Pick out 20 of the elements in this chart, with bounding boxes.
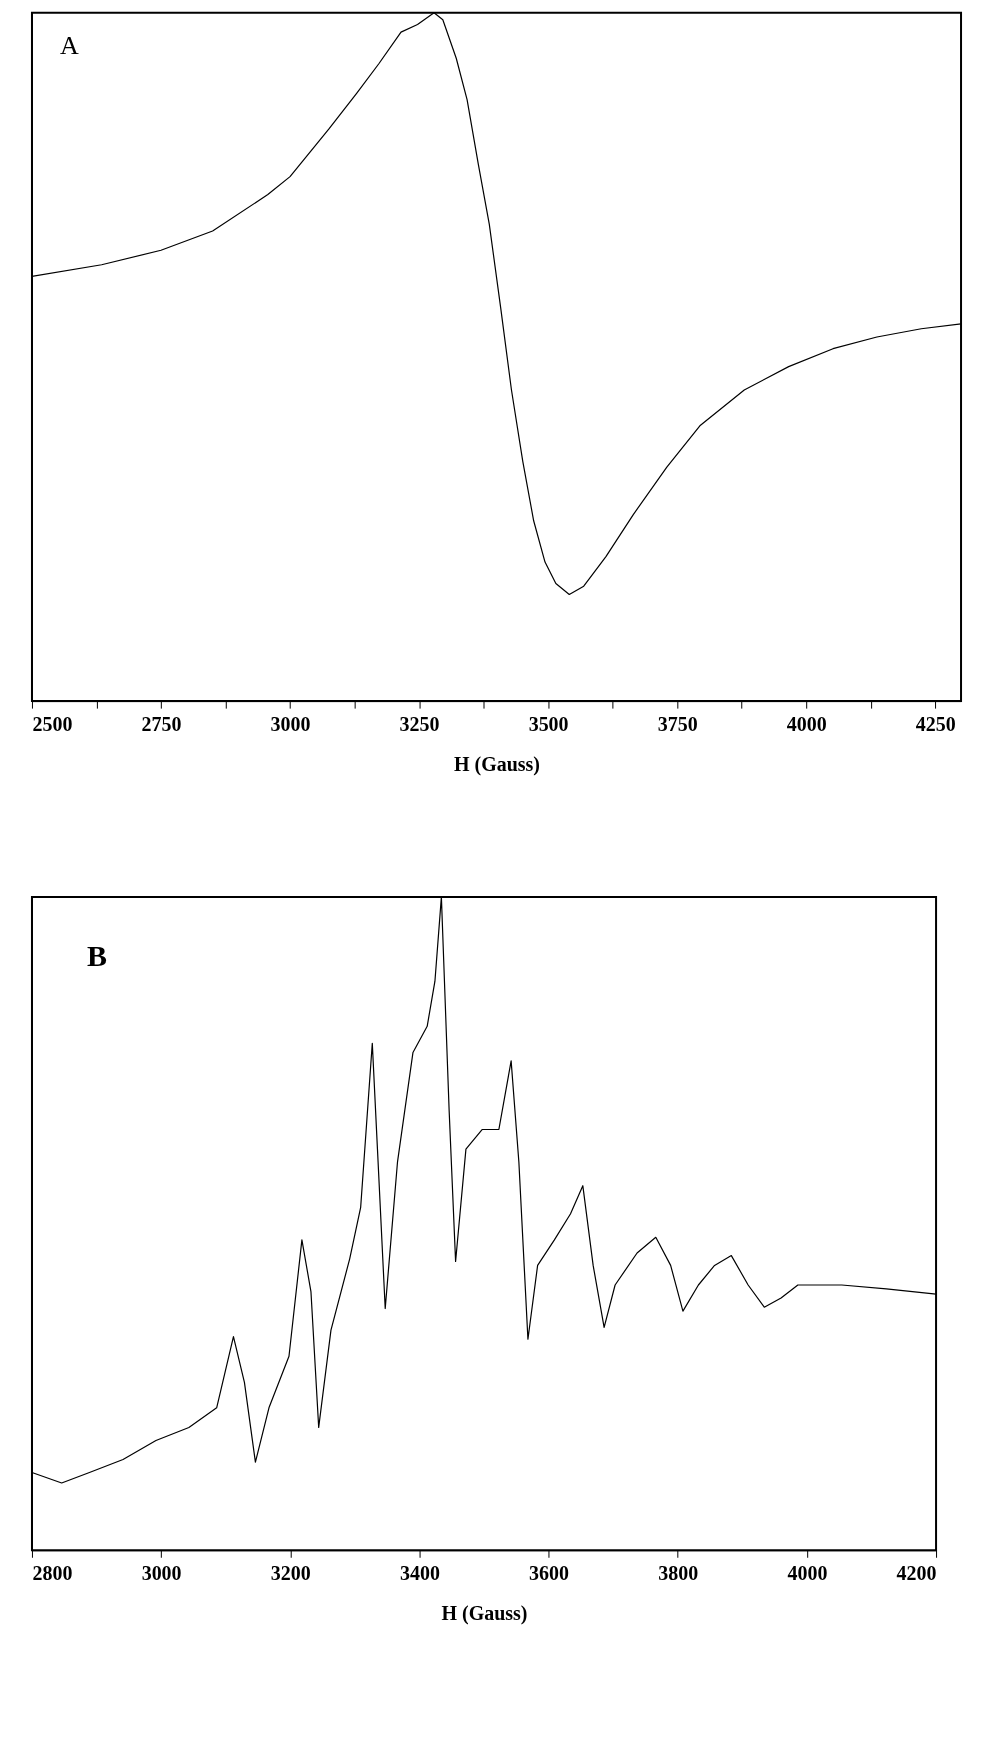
x-tick-label: 3500 xyxy=(528,712,569,735)
x-tick-label: 4000 xyxy=(787,1561,828,1584)
x-tick-label: 4200 xyxy=(896,1561,937,1584)
x-tick-label: 2750 xyxy=(141,712,182,735)
x-tick-label: 3200 xyxy=(270,1561,311,1584)
x-axis-title: H (Gauss) xyxy=(454,752,540,776)
x-tick-label: 3750 xyxy=(657,712,698,735)
x-tick-label: 3800 xyxy=(658,1561,699,1584)
x-tick-label: 3250 xyxy=(399,712,440,735)
annotation: B xyxy=(86,938,107,972)
annotation: A xyxy=(59,30,79,60)
x-tick-label: 3000 xyxy=(270,712,311,735)
x-axis-title: H (Gauss) xyxy=(441,1601,528,1625)
x-tick-label: 4250 xyxy=(915,712,956,735)
x-tick-label: 3000 xyxy=(141,1561,182,1584)
x-tick-label: 3600 xyxy=(529,1561,570,1584)
x-tick-label: 4000 xyxy=(786,712,827,735)
x-tick-label: 2800 xyxy=(32,1561,73,1584)
x-tick-label: 2500 xyxy=(32,712,73,735)
x-tick-label: 3400 xyxy=(399,1561,440,1584)
